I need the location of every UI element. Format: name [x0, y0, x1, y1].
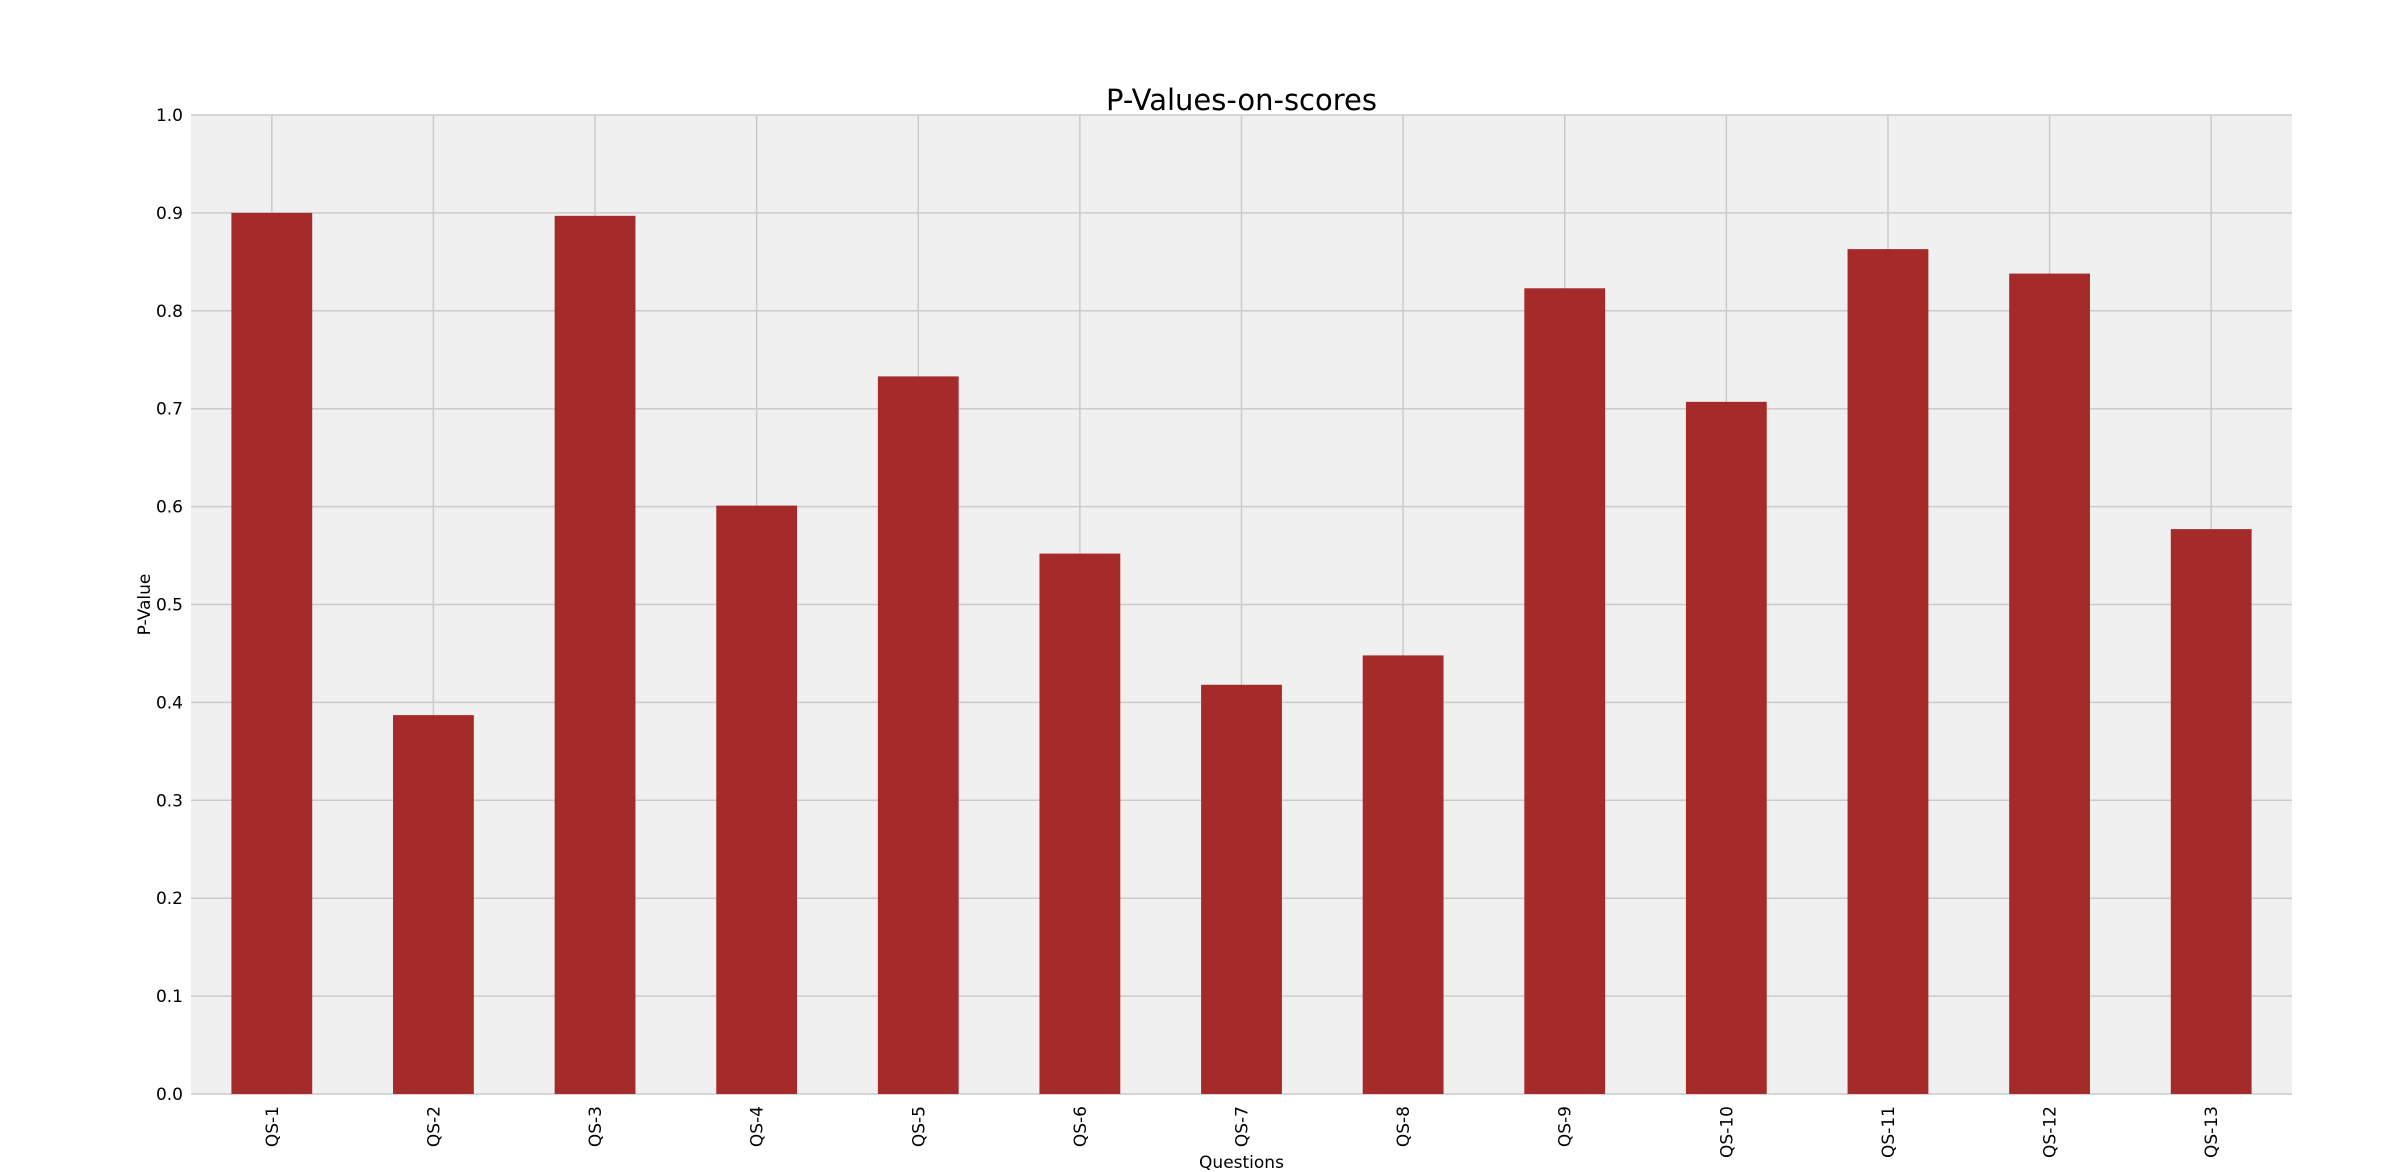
y-axis-ticks: 0.0 0.1 0.2 0.3 0.4 0.5 0.6 0.7 0.8 0.9 1.0: [156, 106, 183, 1105]
bar-qs-10: [1685, 401, 1767, 1094]
x-tick-label: QS-6: [1071, 1106, 1091, 1147]
x-tick-label: QS-5: [909, 1106, 929, 1147]
y-axis-label: P-Value: [135, 574, 155, 636]
y-tick-label: 0.3: [156, 791, 183, 811]
bar-qs-4: [716, 505, 798, 1095]
bar-qs-7: [1201, 684, 1282, 1094]
x-tick-label: QS-8: [1394, 1106, 1414, 1147]
x-tick-label: QS-11: [1879, 1106, 1899, 1158]
y-tick-label: 1.0: [156, 106, 183, 126]
x-tick-label: QS-10: [1717, 1106, 1737, 1158]
x-tick-label: QS-4: [748, 1106, 768, 1147]
bar-qs-11: [1847, 249, 1929, 1095]
y-tick-label: 0.7: [156, 400, 183, 420]
bar-qs-13: [2170, 529, 2252, 1094]
bar-qs-9: [1524, 288, 1606, 1095]
bar-qs-5: [877, 376, 959, 1094]
bar-qs-6: [1039, 553, 1121, 1094]
bar-qs-3: [554, 215, 636, 1094]
x-tick-label: QS-9: [1556, 1106, 1576, 1147]
x-tick-label: QS-7: [1233, 1106, 1253, 1147]
x-tick-label: QS-3: [586, 1106, 606, 1147]
x-tick-label: QS-1: [263, 1106, 283, 1147]
y-tick-label: 0.5: [156, 596, 183, 616]
x-axis-ticks: QS-1 QS-2 QS-3 QS-4 QS-5 QS-6 QS-7 QS-8 QS-9 QS-1…: [263, 1106, 2222, 1158]
x-axis-label: Questions: [1199, 1153, 1284, 1172]
bar-qs-12: [2009, 273, 2090, 1094]
x-tick-label: QS-12: [2041, 1106, 2061, 1158]
bars: [231, 212, 2252, 1095]
y-tick-label: 0.9: [156, 204, 183, 224]
y-tick-label: 0.6: [156, 498, 183, 518]
x-tick-label: QS-13: [2202, 1106, 2222, 1158]
y-tick-label: 0.1: [156, 987, 183, 1007]
bar-qs-1: [231, 212, 313, 1094]
y-tick-label: 0.8: [156, 302, 183, 322]
y-tick-label: 0.4: [156, 693, 183, 713]
bar-qs-2: [393, 715, 474, 1094]
x-tick-label: QS-2: [424, 1106, 444, 1147]
chart-title: P-Values-on-scores: [1106, 83, 1377, 117]
y-tick-label: 0.0: [156, 1085, 183, 1105]
y-tick-label: 0.2: [156, 889, 183, 909]
bar-qs-8: [1362, 655, 1444, 1094]
